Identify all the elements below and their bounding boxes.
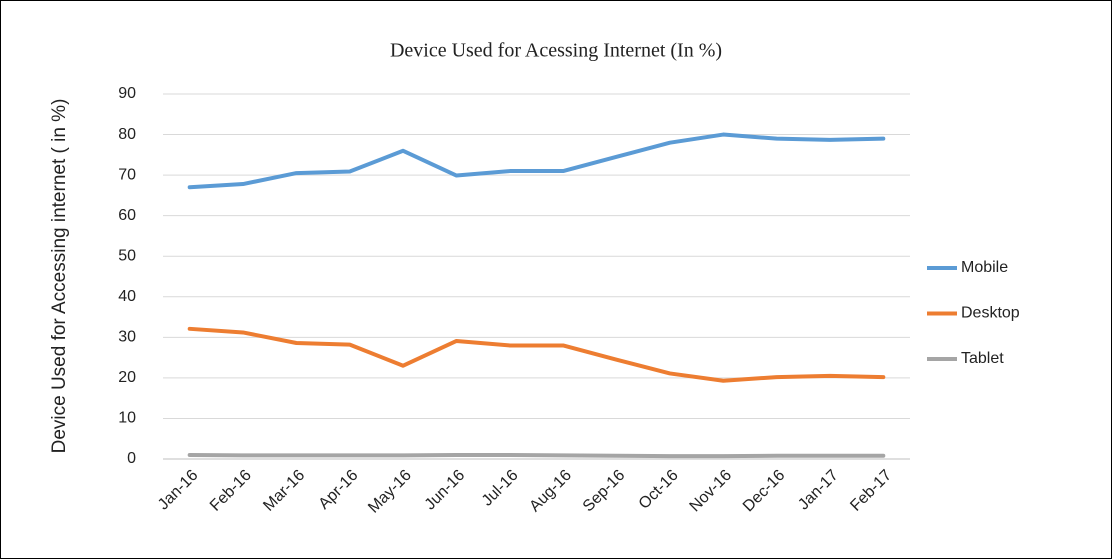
series-line [187,326,886,383]
legend-label: Mobile [961,259,1008,276]
legend-label: Desktop [961,305,1020,322]
y-tick-label: 70 [118,166,136,183]
y-tick-label: 30 [118,329,136,346]
y-tick-label: 90 [118,85,136,102]
y-tick-label: 80 [118,126,136,143]
y-tick-label: 0 [127,450,136,467]
y-tick-label: 10 [118,410,136,427]
y-tick-label: 60 [118,207,136,224]
legend-label: Tablet [961,350,1004,367]
series-line [187,132,886,190]
y-tick-label: 50 [118,247,136,264]
y-tick-label: 20 [118,369,136,386]
y-tick-label: 40 [118,288,136,305]
chart-title: Device Used for Acessing Internet (In %) [390,40,722,62]
series-line [187,452,886,459]
y-axis-label: Device Used for Accessing internet ( in … [49,98,70,454]
